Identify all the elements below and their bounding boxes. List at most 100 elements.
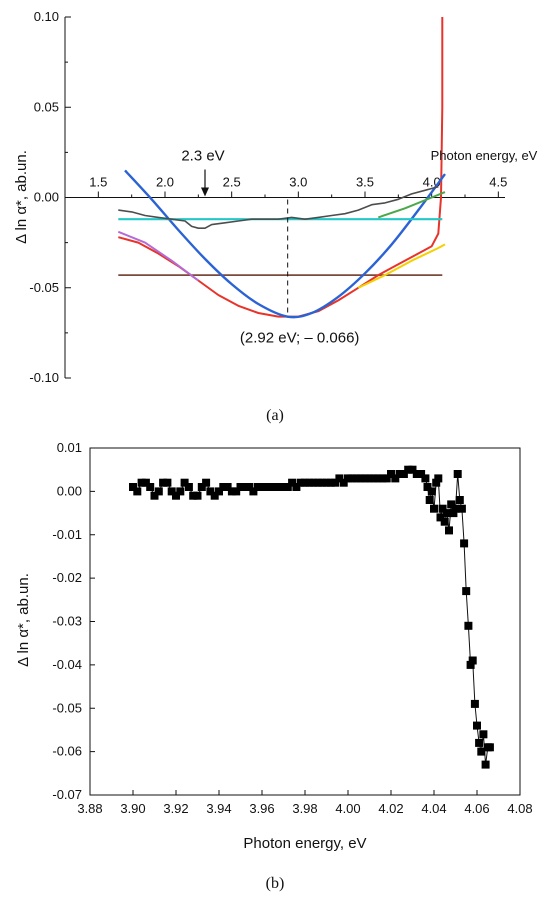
data-point [445, 526, 453, 535]
data-point [374, 474, 383, 483]
data-point [279, 483, 288, 491]
data-point [477, 747, 486, 756]
x-tick-label: 4.06 [464, 801, 489, 816]
data-point [172, 491, 180, 500]
data-point [266, 483, 275, 491]
data-point [369, 474, 378, 483]
data-point [365, 474, 374, 483]
data-point [412, 470, 421, 478]
x-tick-label: 4.00 [335, 801, 360, 816]
y-tick-label: -0.04 [52, 657, 82, 672]
data-point [331, 478, 340, 487]
y-tick-label: 0.00 [34, 190, 59, 205]
data-point [180, 478, 189, 487]
data-point [322, 478, 331, 487]
y-tick-label: -0.02 [52, 570, 82, 585]
annotation-energy: 2.3 eV [181, 148, 224, 165]
x-tick-label: 3.96 [249, 801, 274, 816]
data-point [432, 478, 441, 487]
x-tick-label: 3.90 [120, 801, 145, 816]
data-point [344, 474, 352, 483]
data-point [206, 487, 215, 496]
data-point [197, 483, 206, 491]
data-point [425, 496, 434, 504]
data-point [275, 483, 284, 491]
x-tick-label: 3.92 [163, 801, 188, 816]
data-point [167, 487, 176, 496]
data-point [421, 474, 430, 483]
x-axis-label: Photon energy, eV [243, 835, 366, 852]
data-point [309, 478, 318, 487]
x-tick-label: 2.5 [223, 175, 241, 190]
data-point [395, 470, 404, 478]
x-tick-label: 1.5 [89, 175, 107, 190]
series-green-fit [377, 191, 446, 219]
data-point [470, 699, 479, 708]
y-tick-label: -0.05 [29, 280, 59, 295]
data-point [288, 478, 297, 487]
series-line [132, 469, 490, 765]
data-point [129, 483, 137, 491]
data-point [475, 738, 484, 747]
data-point [335, 474, 344, 483]
x-tick-label: 4.04 [421, 801, 446, 816]
arrow-head-icon [201, 187, 209, 197]
data-point [176, 487, 185, 496]
panel-caption: (b) [266, 875, 285, 892]
y-tick-label: -0.10 [29, 370, 59, 385]
data-point [215, 487, 223, 496]
data-point [245, 483, 254, 491]
data-point [449, 509, 458, 518]
series-parabola [124, 169, 446, 319]
series-measured [118, 185, 439, 229]
data-point [292, 483, 301, 491]
x-tick-label: 2.0 [156, 175, 174, 190]
data-point [193, 491, 202, 500]
y-tick-label: -0.03 [52, 614, 82, 629]
y-tick-label: -0.01 [52, 527, 82, 542]
y-tick-label: -0.06 [52, 744, 82, 759]
series-points [129, 465, 494, 769]
y-tick-label: 0.00 [57, 483, 82, 498]
series-purple-fit [117, 230, 199, 282]
data-point [305, 478, 314, 487]
data-point [348, 474, 357, 483]
data-point [159, 478, 168, 487]
data-point [163, 478, 172, 487]
data-point [258, 483, 266, 491]
data-point [434, 474, 443, 483]
data-point [417, 470, 426, 478]
series-group [117, 17, 446, 319]
data-point [356, 474, 365, 483]
data-point [440, 517, 449, 526]
y-tick-label: 0.10 [34, 9, 59, 24]
data-point [460, 539, 469, 548]
data-point [189, 491, 198, 500]
series-yellow-fit [357, 243, 446, 289]
data-point [352, 474, 361, 483]
series-measured-red [118, 17, 444, 318]
data-point [382, 474, 391, 483]
data-point [485, 743, 494, 752]
data-point [442, 509, 451, 518]
x-ticks: 1.5 2.0 2.5 3.0 3.5 4.0 4.5 [89, 175, 507, 198]
data-point [137, 478, 146, 487]
data-point [270, 483, 279, 491]
data-point [283, 483, 292, 491]
data-point [146, 483, 155, 491]
data-point [141, 478, 150, 487]
x-tick-label: 4.08 [507, 801, 532, 816]
y-axis-label: Δ ln α*, ab.un. [13, 150, 30, 244]
data-point [227, 487, 236, 496]
plot-frame [89, 447, 521, 796]
data-point [313, 478, 322, 487]
data-point [301, 478, 309, 487]
panel-caption: (a) [266, 407, 284, 424]
data-point [423, 483, 432, 491]
data-point [326, 478, 335, 487]
x-tick-label: 4.02 [378, 801, 403, 816]
data-point [473, 721, 481, 730]
y-ticks: -0.10 -0.05 0.00 0.05 0.10 [29, 9, 71, 385]
x-tick-label: 4.5 [489, 175, 507, 190]
